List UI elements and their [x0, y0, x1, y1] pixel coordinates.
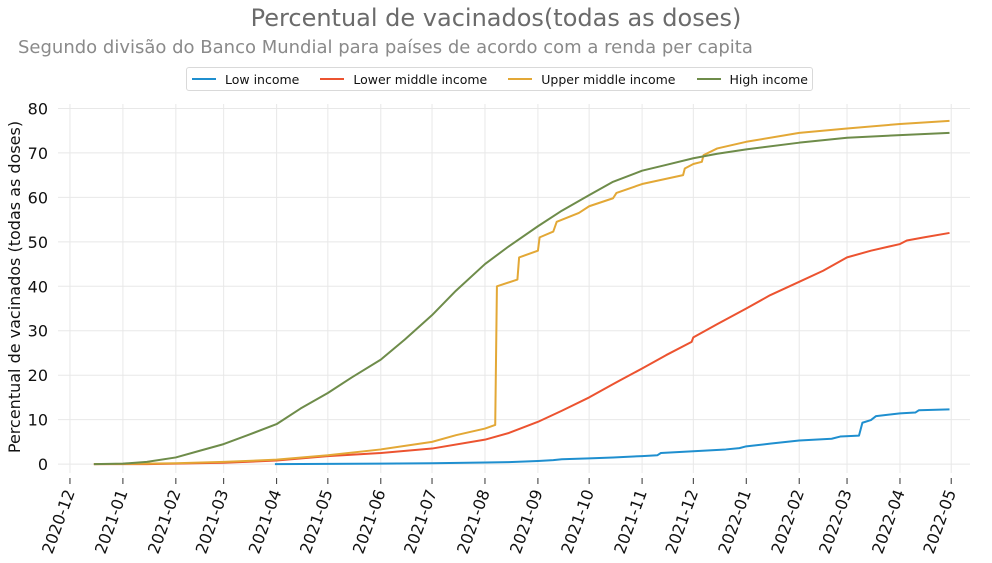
series-line-low-income — [274, 408, 950, 466]
legend-item-upper-middle-income: Upper middle income — [508, 71, 676, 87]
y-axis-label: Percentual de vacinados (todas as doses) — [5, 121, 24, 453]
x-tick-label-2021-10: 2021-10 — [557, 487, 598, 556]
legend: Low income Lower middle income Upper mid… — [186, 67, 813, 91]
x-tick-label-2021-07: 2021-07 — [400, 487, 441, 556]
y-tick-label-30: 30 — [28, 322, 48, 341]
series-line-high-income — [93, 131, 950, 466]
series-lines — [93, 119, 950, 466]
x-tick-label-2021-12: 2021-12 — [661, 487, 702, 556]
series-line-upper-middle-income — [93, 119, 950, 466]
chart-title: Percentual de vacinados(todas as doses) — [250, 4, 742, 32]
legend-label-upper-middle-income: Upper middle income — [541, 71, 676, 87]
x-tick-label-2021-11: 2021-11 — [610, 487, 651, 556]
y-tick-label-80: 80 — [28, 99, 48, 118]
series-line-lower-middle-income — [93, 231, 950, 466]
grid-lines — [58, 104, 970, 473]
chart-subtitle: Segundo divisão do Banco Mundial para pa… — [18, 37, 753, 58]
x-tick-label-2021-08: 2021-08 — [453, 487, 494, 556]
x-tick-label-2022-02: 2022-02 — [767, 487, 808, 556]
x-tick-label-2022-03: 2022-03 — [815, 487, 856, 556]
x-axis-ticks: 2020-12 2021-01 2021-02 2021-03 2021-04 2021-… — [38, 478, 960, 556]
y-tick-label-60: 60 — [28, 188, 48, 207]
x-tick-label-2022-04: 2022-04 — [868, 487, 909, 556]
x-tick-label-2021-06: 2021-06 — [349, 487, 390, 556]
y-tick-label-10: 10 — [28, 411, 48, 430]
y-tick-label-70: 70 — [28, 144, 48, 163]
x-tick-label-2022-01: 2022-01 — [714, 487, 755, 556]
legend-swatch-high-income — [696, 78, 721, 80]
legend-swatch-lower-middle-income — [320, 78, 345, 80]
y-tick-label-50: 50 — [28, 233, 48, 252]
legend-label-lower-middle-income: Lower middle income — [353, 71, 488, 87]
y-tick-label-40: 40 — [28, 277, 48, 296]
legend-item-high-income: High income — [696, 71, 809, 87]
x-tick-label-2021-03: 2021-03 — [192, 487, 233, 556]
x-tick-label-2022-05: 2022-05 — [919, 487, 960, 556]
x-tick-label-2021-05: 2021-05 — [296, 487, 337, 556]
x-tick-label-2021-02: 2021-02 — [144, 487, 185, 556]
y-tick-label-20: 20 — [28, 366, 48, 385]
x-tick-label-2021-04: 2021-04 — [245, 487, 286, 556]
y-tick-label-0: 0 — [38, 455, 48, 474]
legend-swatch-low-income — [192, 78, 216, 80]
x-tick-label-2020-12: 2020-12 — [38, 487, 79, 556]
y-axis-ticks: 0 10 20 30 40 50 60 70 80 — [28, 99, 48, 474]
legend-item-lower-middle-income: Lower middle income — [320, 72, 487, 87]
legend-swatch-upper-middle-income — [508, 78, 533, 80]
x-tick-label-2021-09: 2021-09 — [506, 487, 547, 556]
legend-item-low-income: Low income — [192, 72, 299, 87]
legend-label-low-income: Low income — [225, 71, 300, 87]
x-tick-label-2021-01: 2021-01 — [91, 487, 132, 556]
legend-label-high-income: High income — [729, 71, 809, 87]
